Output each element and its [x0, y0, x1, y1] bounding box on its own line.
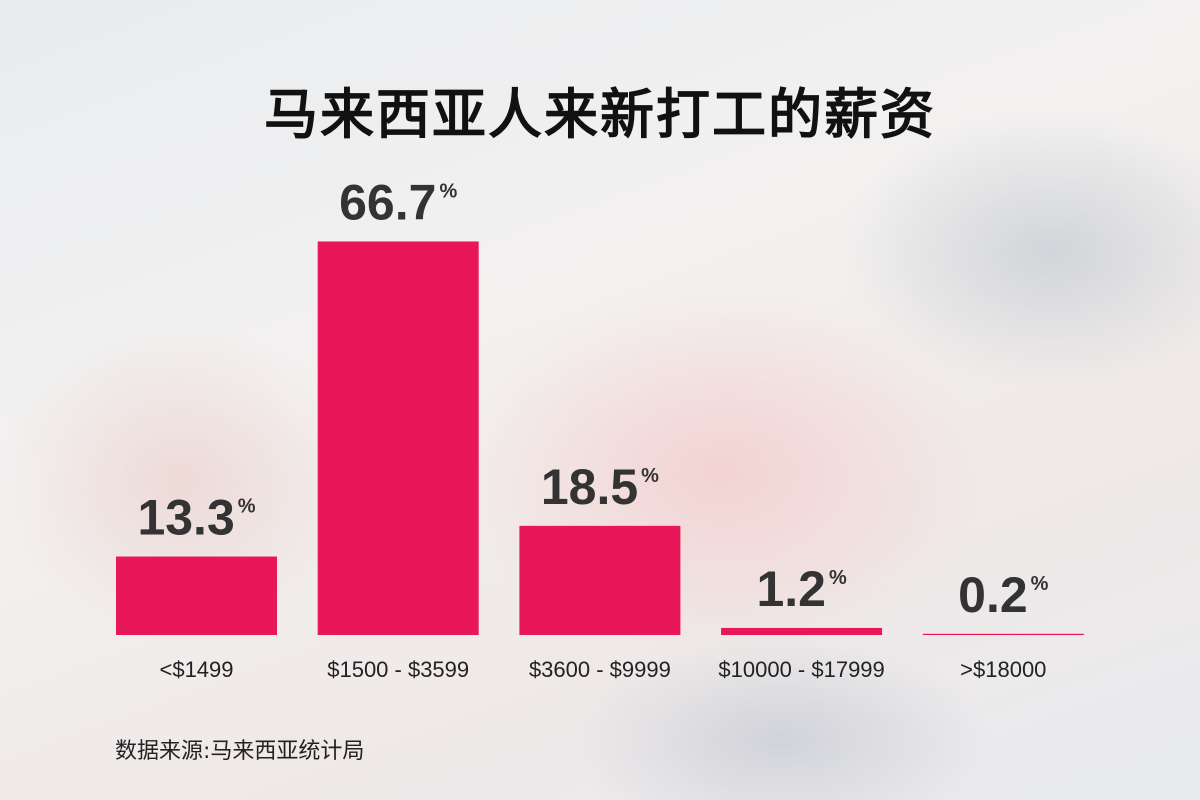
bar: [519, 525, 681, 635]
bar: [721, 627, 883, 635]
category-label: $3600 - $9999: [529, 657, 671, 682]
category-label: <$1499: [159, 657, 233, 682]
source-note: 数据来源:马来西亚统计局: [115, 739, 365, 764]
data-label: 0.2%: [958, 567, 1049, 623]
chart-title: 马来西亚人来新打工的薪资: [264, 83, 936, 146]
category-label: $1500 - $3599: [327, 657, 469, 682]
category-label: >$18000: [960, 657, 1046, 682]
bar: [317, 241, 479, 635]
category-label: $10000 - $17999: [718, 657, 884, 682]
bar: [116, 556, 277, 635]
data-label: 13.3%: [137, 490, 255, 546]
data-label: 1.2%: [756, 561, 847, 617]
bar: [922, 633, 1084, 635]
data-label: 66.7%: [339, 174, 457, 230]
data-label: 18.5%: [541, 459, 659, 515]
